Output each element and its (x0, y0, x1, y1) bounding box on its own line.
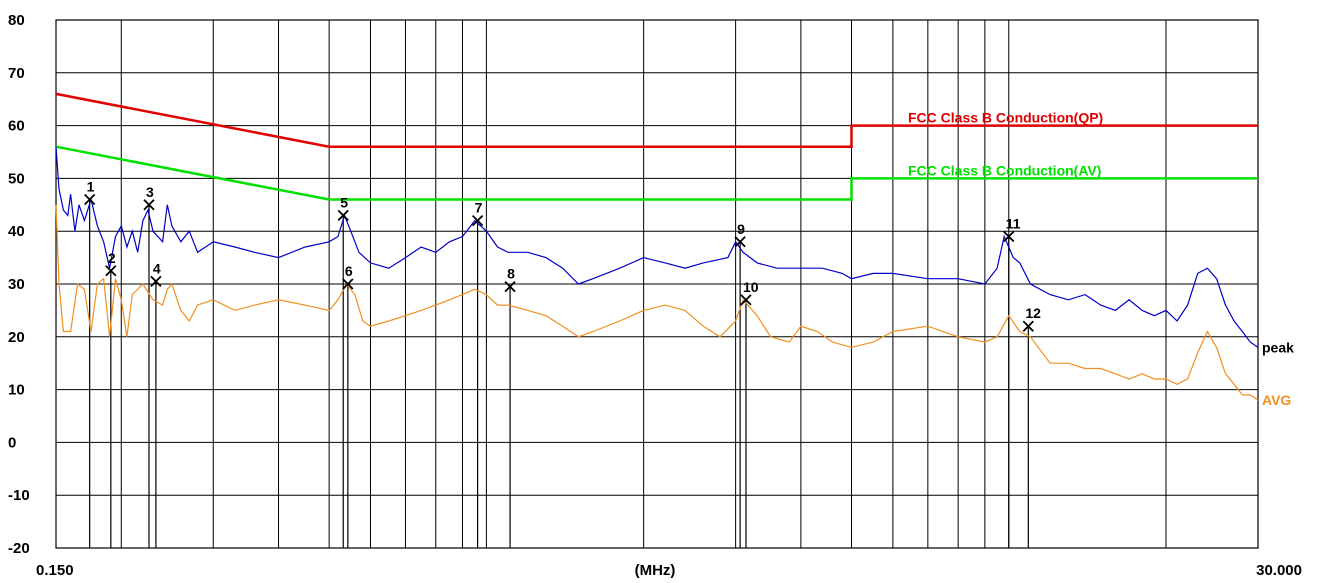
marker-6: 6 (342, 263, 354, 290)
trace-labels: peak AVG (1262, 339, 1294, 408)
marker-11: 11 (1003, 215, 1021, 243)
marker-x-icon (143, 199, 155, 211)
marker-label: 4 (153, 260, 161, 276)
y-tick-label: 0 (8, 434, 16, 451)
marker-label: 12 (1025, 305, 1041, 321)
marker-label: 5 (340, 194, 348, 210)
marker-label: 7 (475, 200, 483, 216)
marker-8: 8 (504, 266, 516, 293)
marker-5: 5 (337, 194, 349, 221)
marker-x-icon (342, 278, 354, 290)
y-tick-label: 40 (8, 223, 25, 240)
marker-x-icon (1022, 320, 1034, 332)
marker-x-icon (471, 215, 484, 227)
marker-1: 1 (84, 179, 96, 206)
y-tick-label: 50 (8, 170, 25, 187)
x-axis-label: (MHz) (635, 562, 676, 579)
x-tick-label-max: 30.000 (1256, 562, 1302, 579)
trace-peak (55, 146, 1259, 348)
marker-label: 3 (146, 184, 154, 200)
limit-line-av (55, 145, 1258, 201)
marker-x-icon (504, 281, 516, 293)
y-tick-label: 70 (8, 65, 25, 82)
marker-x-icon (105, 265, 117, 277)
trace-label-avg: AVG (1262, 392, 1291, 408)
limit-line-qp (55, 92, 1258, 148)
trace-label-peak: peak (1262, 339, 1294, 355)
marker-9: 9 (734, 221, 746, 248)
x-tick-label-min: 0.150 (36, 562, 74, 579)
marker-x-icon (740, 294, 752, 306)
limit-label-qp: FCC Class B Conduction(QP) (908, 110, 1103, 126)
y-tick-label: 20 (8, 329, 25, 346)
y-tick-label: 80 (8, 12, 25, 29)
marker-label: 1 (87, 179, 95, 195)
marker-3: 3 (143, 184, 155, 211)
marker-4: 4 (150, 260, 162, 287)
y-tick-label: -10 (8, 487, 30, 504)
limit-labels: FCC Class B Conduction(QP) FCC Class B Co… (908, 110, 1103, 179)
marker-x-icon (84, 193, 96, 206)
limit-label-av: FCC Class B Conduction(AV) (908, 162, 1101, 178)
marker-lines (89, 199, 1029, 548)
trace-avg (55, 204, 1259, 401)
marker-label: 9 (737, 221, 745, 237)
y-tick-label: -20 (8, 540, 30, 557)
y-tick-label: 30 (8, 276, 25, 293)
marker-12: 12 (1022, 305, 1041, 332)
marker-x-icon (150, 275, 162, 287)
marker-label: 6 (345, 263, 353, 279)
marker-label: 11 (1006, 215, 1021, 231)
y-tick-labels: 80 70 60 50 40 30 20 10 0 -10 -20 (8, 12, 30, 557)
y-tick-label: 60 (8, 118, 25, 135)
marker-x-icon (337, 209, 349, 221)
marker-label: 10 (743, 279, 759, 295)
grid (55, 19, 1259, 549)
marker-label: 2 (108, 250, 116, 266)
y-tick-label: 10 (8, 382, 25, 399)
marker-label: 8 (507, 266, 515, 282)
marker-2: 2 (105, 250, 117, 277)
marker-10: 10 (740, 279, 759, 306)
marker-x-icon (1003, 230, 1015, 243)
traces (55, 146, 1259, 401)
marker-7: 7 (471, 200, 484, 227)
limit-lines (55, 92, 1258, 201)
x-tick-labels: 0.150 (MHz) 30.000 (36, 562, 1302, 579)
marker-x-icon (734, 236, 746, 248)
